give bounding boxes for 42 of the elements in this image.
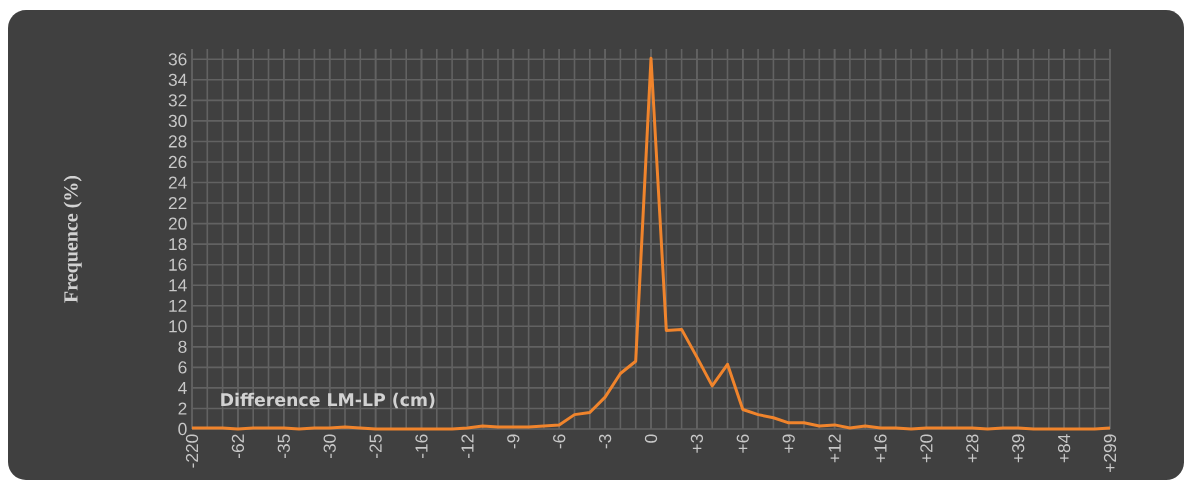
x-tick-label: -25: [369, 434, 382, 458]
x-tick-label: +6: [736, 434, 749, 453]
x-tick-label: +3: [690, 434, 704, 453]
x-tick-label: -6: [553, 434, 566, 449]
x-tick-label: -220: [185, 434, 199, 468]
y-tick-label: 4: [178, 381, 187, 394]
x-tick-label: -9: [507, 434, 520, 449]
x-tick-label: +84: [1057, 434, 1071, 463]
x-tick-label: +28: [966, 434, 979, 463]
x-tick-label: -62: [231, 434, 245, 458]
y-tick-label: 14: [169, 279, 187, 292]
x-tick-label: +20: [920, 434, 933, 463]
x-tick-label: +39: [1012, 434, 1025, 463]
x-tick-label: +9: [782, 434, 795, 453]
y-tick-label: 10: [169, 320, 187, 333]
y-tick-label: 28: [168, 135, 187, 148]
x-axis-title: Difference LM-LP (cm): [221, 392, 435, 409]
y-tick-label: 36: [168, 53, 187, 66]
x-tick-label: +12: [828, 434, 841, 463]
x-tick-label: -12: [461, 434, 474, 458]
y-tick-label: 6: [178, 361, 187, 374]
x-tick-label: -35: [277, 434, 290, 458]
x-tick-label: -30: [323, 434, 336, 458]
x-tick-label: +299: [1103, 434, 1117, 472]
y-tick-label: 22: [168, 197, 187, 210]
y-tick-label: 20: [168, 217, 187, 230]
x-tick-label: +16: [874, 434, 887, 463]
x-tick-label: -16: [415, 434, 428, 458]
x-tick-label: 0: [644, 434, 658, 443]
y-tick-label: 32: [168, 94, 187, 107]
y-tick-label: 16: [169, 258, 187, 271]
y-tick-label: 24: [168, 176, 187, 189]
y-tick-label: 2: [178, 402, 187, 415]
y-axis-title: Frequence (%): [63, 175, 82, 303]
y-tick-label: 0: [178, 422, 187, 436]
y-tick-label: 8: [178, 340, 187, 353]
y-tick-label: 34: [168, 73, 187, 86]
y-tick-label: 12: [169, 299, 187, 312]
y-tick-label: 30: [168, 114, 187, 128]
x-tick-label: -3: [598, 434, 612, 449]
y-tick-label: 26: [168, 155, 187, 169]
y-tick-label: 18: [169, 238, 187, 251]
